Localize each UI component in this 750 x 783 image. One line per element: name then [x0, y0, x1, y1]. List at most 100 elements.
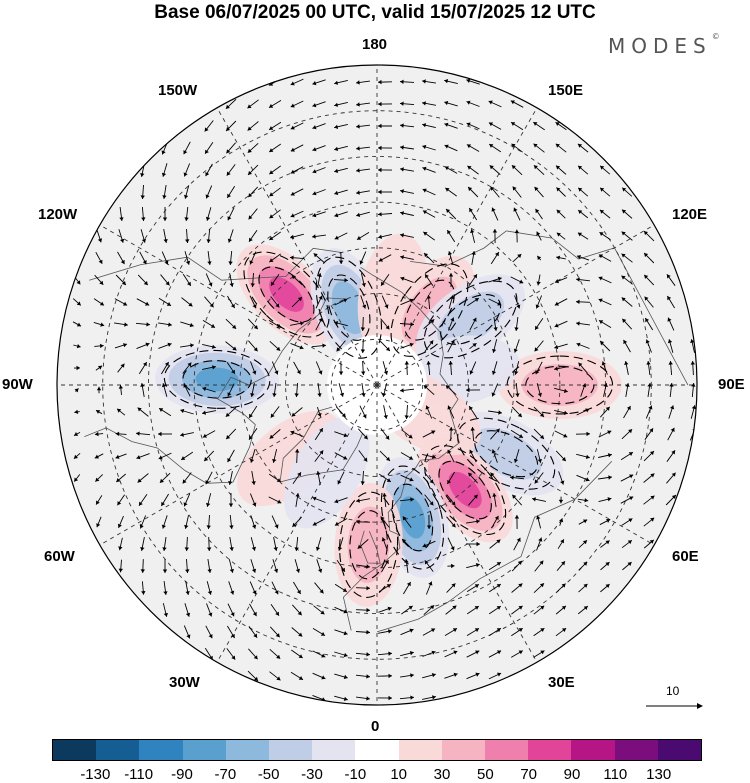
- wind-arrow: [513, 339, 520, 353]
- wind-arrow: [225, 98, 237, 110]
- wind-arrow: [312, 101, 326, 108]
- wind-arrow: [334, 583, 348, 593]
- wind-arrow: [399, 322, 415, 327]
- wind-arrow: [118, 537, 123, 551]
- wind-arrow: [355, 652, 371, 657]
- wind-arrow: [382, 383, 388, 397]
- wind-arrow: [448, 360, 453, 376]
- colorbar-bin: [441, 740, 486, 760]
- wind-arrow: [490, 186, 500, 198]
- streamline: [349, 510, 388, 580]
- wind-arrow: [355, 630, 371, 635]
- wind-arrow: [491, 515, 499, 529]
- wind-arrow: [667, 427, 675, 441]
- wind-arrow: [444, 650, 458, 658]
- wind-arrow: [690, 339, 695, 353]
- wind-arrow: [229, 273, 234, 287]
- wind-arrow: [73, 365, 81, 371]
- wind-arrow: [466, 122, 480, 130]
- wind-arrow: [249, 295, 257, 309]
- wind-arrow: [269, 429, 281, 439]
- wind-arrow: [511, 164, 523, 176]
- wind-arrow: [181, 297, 193, 307]
- wind-arrow: [204, 120, 214, 132]
- wind-arrow: [316, 559, 323, 573]
- wind-arrow: [162, 185, 167, 199]
- wind-arrow: [268, 143, 282, 153]
- wind-arrow: [624, 361, 629, 375]
- wind-arrow: [620, 496, 634, 504]
- wind-arrow: [161, 383, 168, 397]
- wind-arrow: [380, 274, 390, 286]
- wind-arrow: [355, 586, 371, 591]
- meridian-line: [376, 384, 538, 663]
- wind-arrow: [247, 318, 259, 330]
- wind-arrow: [513, 207, 521, 221]
- wind-arrow: [206, 581, 212, 595]
- lon-label-0: 0: [371, 718, 380, 735]
- wind-arrow: [511, 143, 523, 153]
- wind-arrow: [356, 190, 370, 195]
- lon-label-150e: 150E: [548, 82, 584, 99]
- wind-arrow: [73, 474, 81, 482]
- wind-arrow: [119, 207, 124, 221]
- wind-arrow: [116, 408, 126, 416]
- colorbar-bin: [312, 740, 356, 760]
- wind-arrow: [466, 100, 480, 107]
- wind-arrow: [556, 255, 566, 260]
- wind-arrow: [691, 382, 696, 398]
- wind-arrow: [294, 536, 299, 552]
- wind-arrow: [400, 452, 414, 460]
- wind-arrow: [603, 383, 608, 397]
- wind-arrow: [180, 408, 194, 415]
- wind-arrow: [514, 229, 520, 243]
- colorbar-tick-label: 110: [603, 766, 628, 783]
- wind-arrow: [489, 165, 501, 175]
- wind-arrow: [225, 341, 237, 351]
- wind-arrow: [469, 361, 477, 375]
- colorbar-bin: [139, 740, 183, 760]
- wind-arrow: [207, 251, 212, 265]
- wind-arrow: [289, 255, 305, 260]
- wind-arrow: [644, 296, 654, 308]
- wind-arrow: [643, 230, 655, 242]
- wind-arrow: [599, 340, 611, 352]
- wind-arrow: [247, 99, 259, 109]
- wind-arrow: [94, 453, 104, 459]
- wind-arrow: [598, 497, 612, 503]
- wind-arrow: [312, 167, 326, 174]
- wind-arrow: [423, 384, 435, 396]
- wind-arrow: [426, 294, 431, 310]
- wind-arrow: [162, 207, 168, 221]
- wind-arrow: [137, 407, 149, 417]
- wind-arrow: [646, 361, 651, 375]
- wind-arrow: [336, 340, 346, 352]
- wind-arrow: [141, 581, 146, 595]
- wind-arrow: [424, 560, 434, 572]
- wind-arrow: [621, 518, 633, 526]
- wind-arrow: [401, 605, 413, 615]
- wind-arrow: [577, 187, 589, 197]
- wind-arrow: [95, 365, 103, 371]
- wind-arrow: [227, 603, 235, 617]
- wind-arrow: [489, 539, 501, 549]
- wind-arrow: [404, 360, 409, 376]
- wind-arrow: [577, 498, 589, 503]
- wind-arrow: [576, 453, 590, 459]
- wind-arrow: [184, 185, 190, 199]
- wind-arrow: [620, 451, 634, 461]
- wind-arrow: [135, 431, 151, 436]
- wind-arrow: [202, 410, 216, 415]
- wind-arrow: [422, 188, 436, 196]
- anomaly-center: [384, 255, 475, 365]
- colorbar: [52, 739, 702, 761]
- colorbar-bin: [269, 740, 313, 760]
- wind-arrow: [532, 497, 546, 502]
- wind-arrow: [295, 493, 300, 507]
- wind-arrow: [423, 604, 435, 616]
- streamline: [457, 417, 556, 490]
- wind-arrow: [249, 449, 256, 463]
- wind-arrow: [533, 605, 545, 615]
- lon-label-30e: 30E: [548, 674, 575, 691]
- wind-arrow: [73, 344, 81, 349]
